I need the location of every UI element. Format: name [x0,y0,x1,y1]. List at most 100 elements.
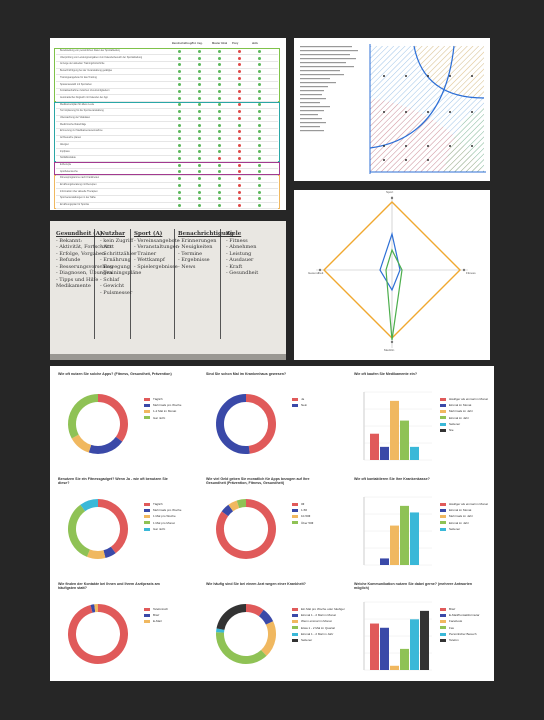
donut-slice [216,632,267,664]
legend-item: Täglich [144,396,181,402]
legend-label: Einmal 1 - 2 Mal im Jahr [301,631,334,636]
table-status-dot [238,69,241,73]
radar-axis-bottom: Medizin [384,348,395,352]
legend-label: Ein Mal pro Woche oder häufiger [301,607,345,611]
table-group-border [54,101,280,162]
whiteboard-line: - Termine [178,250,203,257]
table-status-dot [178,110,181,114]
legend-item: Einmal im Monat [440,402,488,408]
bar [420,610,429,670]
whiteboard-column-title: Benachrichtigung [178,231,234,237]
table-status-dot [218,110,221,114]
legend-swatch [144,403,150,407]
whiteboard-line: - Spielergebnisse [134,263,178,270]
table-status-dot [238,157,241,160]
whiteboard-line: - Besserungsvorschlag [56,263,114,270]
bar [390,665,399,670]
whiteboard-line: - Aktivität, Fortschritt [56,244,112,250]
legend-label: 0€ [301,502,305,506]
table-status-dot [218,103,221,107]
quadrant-scatter-panel [294,38,490,181]
legend-item: 1 Mal pro Monat [144,520,181,526]
legend-item: Seltener [292,637,345,643]
table-row-divider [56,141,278,142]
bar [370,623,379,670]
table-status-dot [198,157,201,160]
table-status-dot [238,150,241,154]
whiteboard-line: - Bewegung [100,263,130,270]
legend-label: Seltener [449,526,461,531]
legend-item: Wenn einmal im Monat [292,618,345,624]
bar [410,512,419,565]
table-status-dot [238,177,241,181]
survey-chart [68,499,128,559]
legend-swatch [440,515,446,519]
legend-label: Über 50€ [301,520,314,525]
whiteboard-divider [220,229,221,339]
legend-label: E-Mail/Kontaktformular [449,613,480,618]
legend-swatch [292,632,298,636]
table-status-dot [258,157,261,160]
table-row-divider [56,148,278,149]
table-status-dot [238,83,241,87]
table-row-label: Überwachung der Vitaldaten [60,116,91,119]
table-status-dot [258,116,261,120]
table-status-dot [258,96,261,100]
survey-legend: Häufiger als einmal im Monat Einmal im Mo… [440,396,488,433]
table-status-dot [218,90,221,93]
whiteboard-divider [94,229,95,339]
survey-question: Welche Kommunikation nutzen Sie dabei ge… [354,582,473,591]
legend-swatch [144,521,150,525]
table-status-dot [198,197,201,201]
table-row-divider [56,87,278,89]
table-status-dot [178,190,181,194]
table-status-dot [218,69,221,73]
table-status-dot [218,163,221,167]
survey-legend: Häufiger als einmal im Monat Einmal im Mo… [440,501,488,532]
table-status-dot [218,190,221,194]
table-row-divider [56,188,278,189]
donut-slice [216,604,247,631]
table-row-divider [56,168,278,169]
bar [410,619,419,670]
table-status-dot [178,143,181,147]
bar [380,558,389,565]
table-status-dot [238,116,241,120]
survey-results-panel: Wie oft nutzen Sie solche Apps? (Fitness… [50,366,494,681]
whiteboard-line: - Fitness [226,237,248,244]
table-status-dot [238,90,241,93]
legend-item: Täglich [144,501,181,507]
legend-label: 1-5€ [301,508,308,513]
table-row-divider [56,74,278,75]
whiteboard-photo: Gesundheit (A) - Bekannt: - Aktivität, For… [50,221,286,360]
table-status-dot [218,136,221,140]
whiteboard-column-title: Ziele [226,231,242,237]
table-status-dot [238,170,241,174]
table-row-label: Trainingsangebote für das Training [60,75,97,79]
table-status-dot [238,110,241,114]
table-status-dot [178,157,181,160]
table-status-dot [198,103,201,107]
legend-swatch [292,620,298,624]
table-status-dot [258,170,261,174]
legend-label: Einmal im Monat [449,403,472,408]
table-status-dot [218,96,221,100]
legend-label: Täglich [153,397,163,401]
table-status-dot [178,96,181,100]
table-row-label: Allergien [60,142,70,146]
legend-item: Mehrmals pro Woche [144,402,181,408]
table-status-dot [178,183,181,187]
table-status-dot [178,177,181,181]
whiteboard-line: - Befunde [56,257,81,263]
legend-swatch [440,638,446,642]
radar-axis-top: Sport [386,190,394,194]
table-row-label: Benachrichtigung bei der Veranstaltung g… [60,69,113,73]
donut-slice [103,546,116,559]
table-status-dot [178,163,181,167]
legend-swatch [144,508,150,512]
whiteboard-column: Gesundheit (A) - Bekannt: - Aktivität, For… [56,231,113,290]
legend-swatch [144,527,150,531]
table-status-dot [258,150,261,154]
table-status-dot [238,130,241,134]
donut-slice [68,504,91,557]
